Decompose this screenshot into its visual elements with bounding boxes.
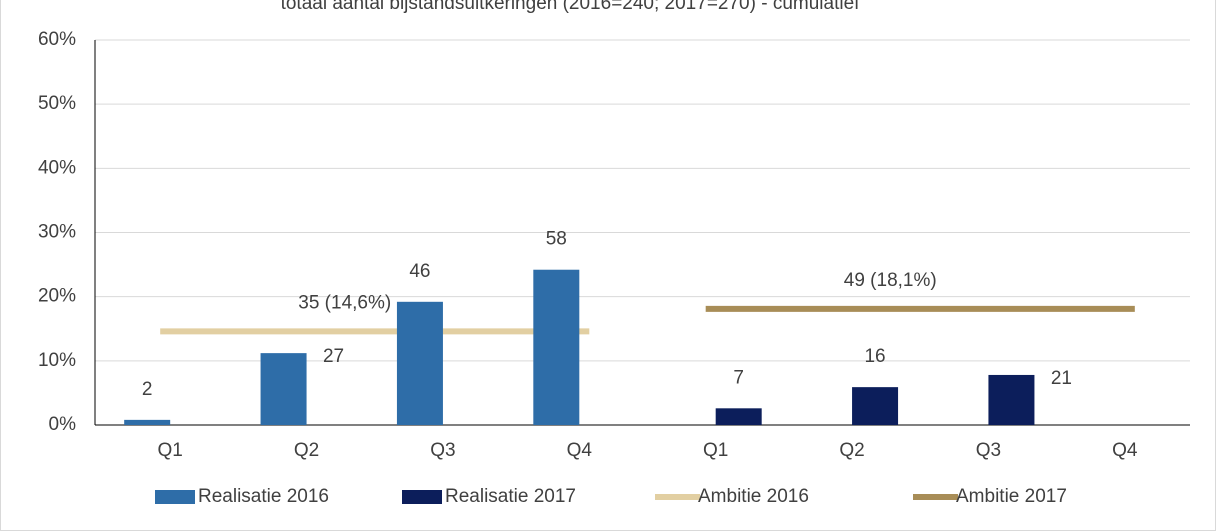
x-tick-label: Q4 xyxy=(1112,440,1138,461)
data-label: 2 xyxy=(142,379,153,400)
legend-swatch xyxy=(155,490,195,504)
bar xyxy=(260,353,307,425)
y-tick-label: 20% xyxy=(38,286,76,307)
bar xyxy=(988,374,1035,425)
x-tick-label: Q3 xyxy=(976,440,1001,461)
y-tick-label: 0% xyxy=(49,414,77,435)
x-tick-label: Q2 xyxy=(839,440,864,461)
y-tick-label: 10% xyxy=(38,350,76,371)
bar xyxy=(124,419,171,425)
bar xyxy=(715,408,762,425)
x-tick-label: Q1 xyxy=(158,440,183,461)
ambition-label: 49 (18,1%) xyxy=(844,270,937,291)
data-label: 7 xyxy=(733,367,744,388)
x-tick-label: Q2 xyxy=(294,440,319,461)
x-tick-label: Q3 xyxy=(430,440,455,461)
bar xyxy=(533,269,580,425)
data-label: 46 xyxy=(409,261,430,282)
data-label: 16 xyxy=(864,346,885,367)
x-tick-label: Q1 xyxy=(703,440,728,461)
y-tick-label: 30% xyxy=(38,222,76,243)
legend-label: Realisatie 2016 xyxy=(198,486,329,507)
chart-title: totaal aantal bijstandsuitkeringen (2016… xyxy=(281,0,861,14)
data-label: 58 xyxy=(546,229,567,250)
y-tick-label: 50% xyxy=(38,93,76,114)
legend-label: Ambitie 2016 xyxy=(698,486,809,507)
ambition-label: 35 (14,6%) xyxy=(298,292,391,313)
legend-label: Realisatie 2017 xyxy=(445,486,576,507)
legend-label: Ambitie 2017 xyxy=(956,486,1067,507)
y-tick-label: 40% xyxy=(38,157,76,178)
x-tick-label: Q4 xyxy=(567,440,593,461)
y-tick-label: 60% xyxy=(38,29,76,50)
data-label: 27 xyxy=(323,346,344,367)
legend-swatch xyxy=(402,490,442,504)
bar xyxy=(852,387,899,425)
data-label: 21 xyxy=(1051,368,1072,389)
bar xyxy=(396,301,443,425)
